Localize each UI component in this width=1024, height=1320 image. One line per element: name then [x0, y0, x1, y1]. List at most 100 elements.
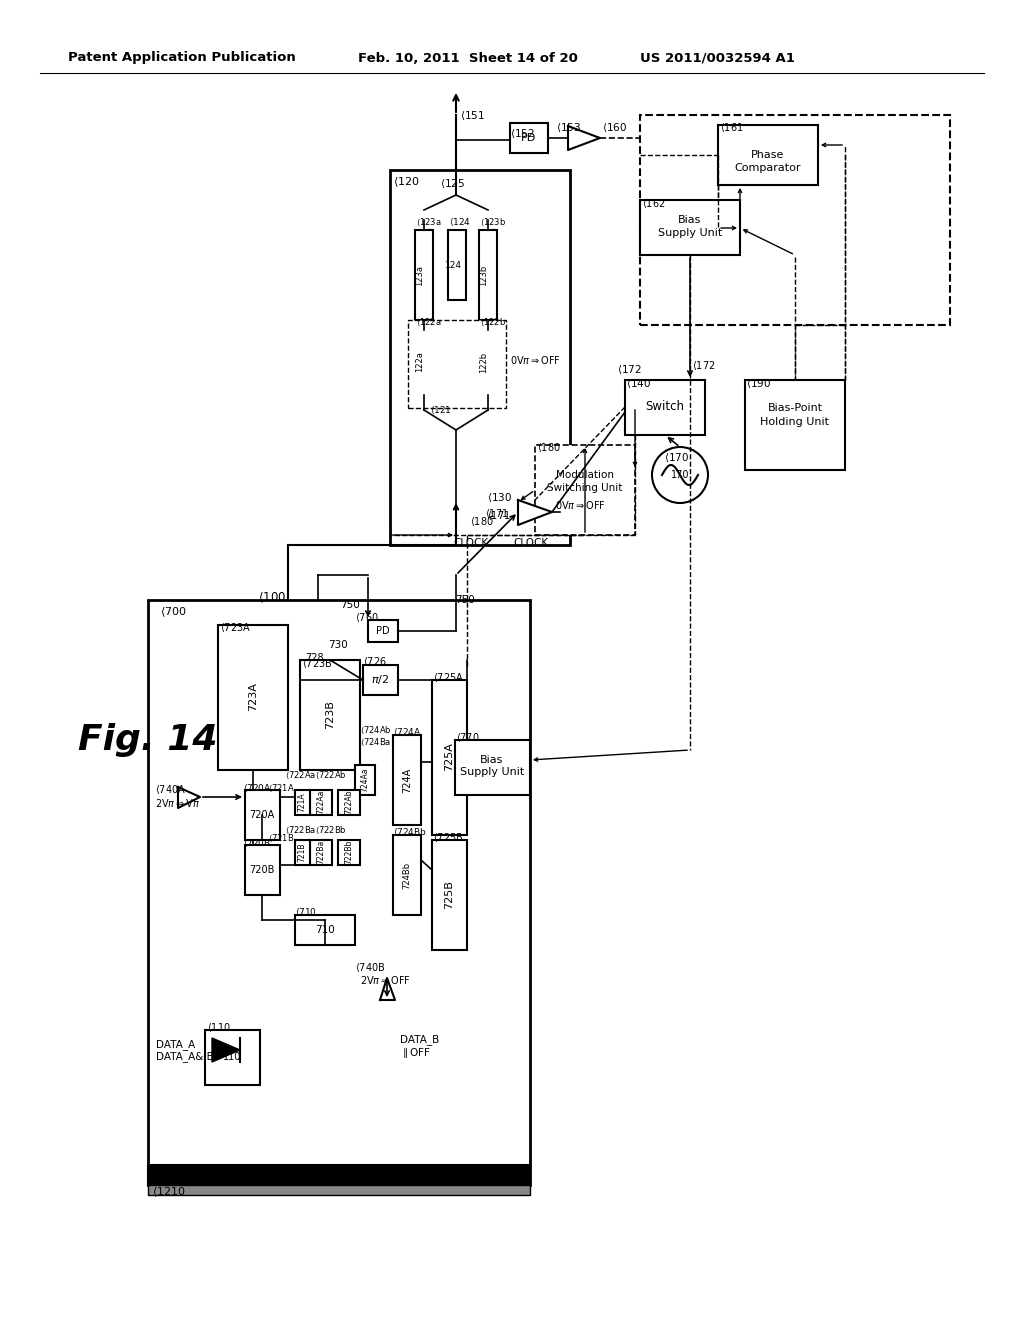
Text: $\langle$190: $\langle$190 — [746, 376, 771, 389]
Bar — [148, 1166, 530, 1185]
Text: $\langle$722Aa: $\langle$722Aa — [285, 770, 316, 780]
Polygon shape — [212, 1038, 240, 1063]
Text: Comparator: Comparator — [735, 162, 801, 173]
Text: Bias-Point: Bias-Point — [767, 403, 822, 413]
Bar — [449, 230, 466, 300]
Text: $\langle$722Ba: $\langle$722Ba — [285, 825, 316, 836]
Text: 724Bb: 724Bb — [402, 862, 412, 888]
Text: 110: 110 — [223, 1052, 242, 1063]
Bar — [432, 840, 467, 950]
Text: $\langle$760: $\langle$760 — [355, 611, 379, 624]
Bar — [218, 624, 288, 770]
Text: 0V$\pi\Rightarrow$OFF: 0V$\pi\Rightarrow$OFF — [510, 354, 561, 366]
Bar — [510, 123, 548, 153]
Bar — [148, 1185, 530, 1195]
Text: 724Aa: 724Aa — [360, 768, 370, 792]
Text: 170: 170 — [671, 470, 689, 480]
Bar — [479, 330, 497, 395]
Text: $\langle$122b: $\langle$122b — [480, 317, 506, 327]
Text: 720A: 720A — [250, 810, 274, 820]
Text: 721A: 721A — [298, 792, 306, 812]
Text: 722Aa: 722Aa — [316, 789, 326, 814]
Text: $\langle$123a: $\langle$123a — [416, 216, 441, 227]
Text: $\langle$140: $\langle$140 — [626, 376, 651, 389]
Bar — [338, 789, 360, 814]
Text: Patent Application Publication: Patent Application Publication — [68, 51, 296, 65]
Text: $\langle$153: $\langle$153 — [556, 121, 581, 135]
Text: 722Ab: 722Ab — [344, 789, 353, 814]
Text: 720B: 720B — [249, 865, 274, 875]
Text: $\langle$724Bb: $\langle$724Bb — [393, 826, 427, 837]
Text: CLOCK: CLOCK — [513, 539, 548, 548]
Text: $\langle$723B: $\langle$723B — [302, 656, 333, 669]
Bar — [245, 789, 280, 840]
Text: $\langle$170: $\langle$170 — [664, 451, 689, 465]
Text: 123a: 123a — [416, 264, 425, 285]
Bar — [455, 741, 530, 795]
Text: 722Bb: 722Bb — [344, 840, 353, 865]
Bar — [205, 1030, 260, 1085]
Bar — [148, 601, 530, 1185]
Bar — [362, 665, 398, 696]
Text: $\langle$725A: $\langle$725A — [433, 671, 464, 684]
Bar — [745, 380, 845, 470]
Bar — [479, 230, 497, 319]
Text: 122a: 122a — [416, 351, 425, 372]
Text: $\langle$125: $\langle$125 — [440, 177, 465, 190]
Text: $\langle$720B: $\langle$720B — [243, 837, 271, 849]
Text: $\langle$722Bb: $\langle$722Bb — [315, 825, 347, 836]
Bar — [295, 789, 310, 814]
Text: $\langle$1210: $\langle$1210 — [152, 1185, 186, 1199]
Bar — [408, 319, 506, 408]
Bar — [640, 115, 950, 325]
Polygon shape — [518, 500, 552, 525]
Bar — [625, 380, 705, 436]
Bar — [310, 840, 332, 865]
Bar — [393, 735, 421, 825]
Bar — [295, 840, 310, 865]
Text: Switch: Switch — [645, 400, 684, 413]
Text: 722Ba: 722Ba — [316, 840, 326, 865]
Polygon shape — [380, 978, 395, 1001]
Text: $\pi$/2: $\pi$/2 — [371, 673, 389, 686]
Text: $\langle$123b: $\langle$123b — [480, 216, 506, 227]
Text: $\langle$723A: $\langle$723A — [220, 622, 251, 635]
Text: DATA_A: DATA_A — [156, 1040, 196, 1051]
Text: 2V$\pi$$\Rightarrow$V$\pi$: 2V$\pi$$\Rightarrow$V$\pi$ — [155, 797, 201, 809]
Text: 723B: 723B — [325, 701, 335, 730]
Bar — [355, 766, 375, 795]
Text: 728: 728 — [305, 653, 324, 663]
Text: $\langle$122a: $\langle$122a — [416, 317, 441, 327]
Polygon shape — [568, 125, 600, 150]
Text: 725A: 725A — [444, 743, 454, 771]
Text: $\langle$724Ba: $\langle$724Ba — [360, 737, 391, 747]
Text: $\langle$171: $\langle$171 — [487, 508, 510, 521]
Text: DATA_B: DATA_B — [400, 1035, 439, 1045]
Text: 730: 730 — [328, 640, 348, 649]
Text: $\langle$180: $\langle$180 — [470, 516, 494, 528]
Text: 750: 750 — [340, 601, 359, 610]
Text: 723A: 723A — [248, 682, 258, 711]
Bar — [245, 845, 280, 895]
Bar — [432, 680, 467, 836]
Text: $\langle$180: $\langle$180 — [537, 441, 561, 454]
Text: Supply Unit: Supply Unit — [657, 228, 722, 238]
Text: Switching Unit: Switching Unit — [547, 483, 623, 492]
Text: $\langle$740B: $\langle$740B — [355, 961, 385, 974]
Text: Bias: Bias — [480, 755, 504, 766]
Bar — [415, 230, 433, 319]
Text: $\langle$724A: $\langle$724A — [393, 726, 422, 738]
Text: US 2011/0032594 A1: US 2011/0032594 A1 — [640, 51, 795, 65]
Text: $\langle$151: $\langle$151 — [460, 108, 485, 121]
Text: $\langle$172: $\langle$172 — [617, 363, 642, 376]
Text: 724A: 724A — [402, 767, 412, 792]
Text: 710: 710 — [315, 925, 335, 935]
Text: 721B: 721B — [298, 842, 306, 862]
Bar — [368, 620, 398, 642]
Text: $\langle$130: $\langle$130 — [487, 491, 512, 504]
Text: Supply Unit: Supply Unit — [460, 767, 524, 777]
Text: $\langle$724Ab: $\langle$724Ab — [360, 725, 392, 735]
Text: $\langle$722Ab: $\langle$722Ab — [315, 770, 347, 780]
Bar — [393, 836, 421, 915]
Text: PD: PD — [521, 133, 537, 143]
